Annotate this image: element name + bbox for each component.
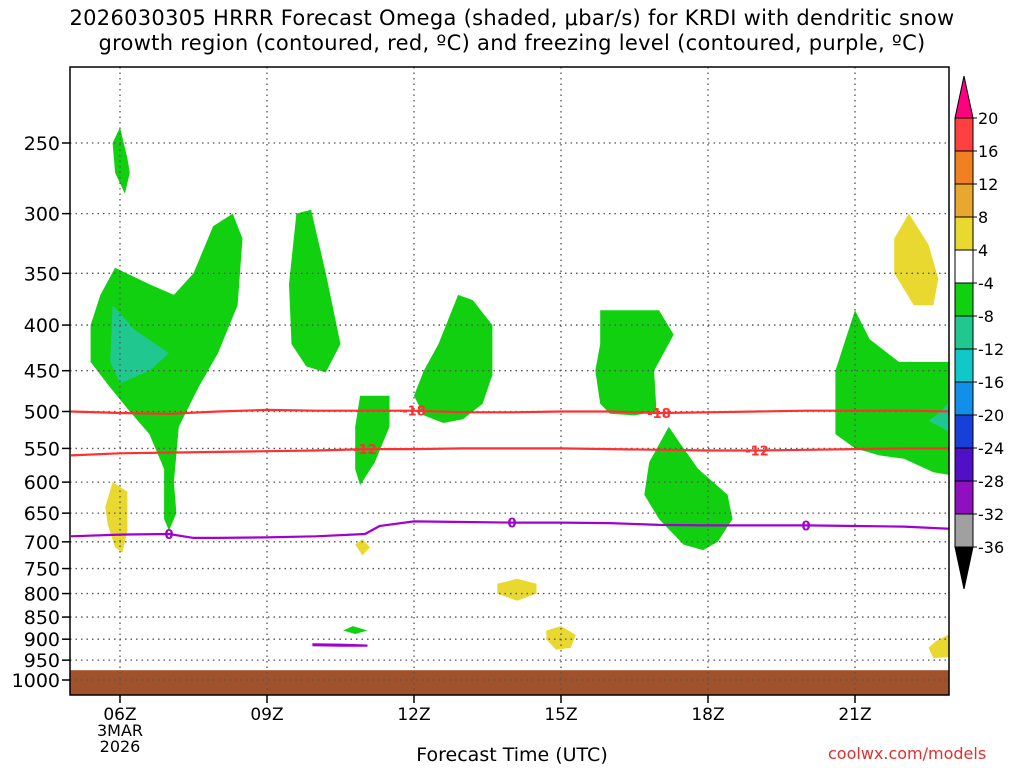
omega-region-16 xyxy=(928,634,949,659)
y-tick-label-700: 700 xyxy=(24,532,60,554)
colorbar-box-3 xyxy=(954,216,974,251)
omega-region-4 xyxy=(355,395,390,486)
contour-label-2-2: 0 xyxy=(801,519,810,534)
omega-region-6 xyxy=(595,310,674,416)
chart-title-line2: growth region (contoured, red, ºC) and f… xyxy=(98,31,926,55)
colorbar-box-6 xyxy=(954,315,974,350)
colorbar-box-1 xyxy=(954,150,974,185)
contour-line--18 xyxy=(70,408,949,415)
y-tick-label-750: 750 xyxy=(24,559,60,581)
omega-region-10 xyxy=(343,626,368,634)
y-tick-label-550: 550 xyxy=(24,438,60,460)
y-tick-label-250: 250 xyxy=(24,133,60,155)
colorbar-label-1: 16 xyxy=(978,142,998,161)
x-axis-label: Forecast Time (UTC) xyxy=(416,744,608,766)
colorbar-box-10 xyxy=(954,447,974,482)
omega-region-13 xyxy=(497,578,537,601)
y-tick-label-350: 350 xyxy=(24,263,60,285)
colorbar-label-7: -12 xyxy=(978,340,1004,359)
x-tick-label-06Z: 06Z xyxy=(103,705,136,725)
y-tick-label-600: 600 xyxy=(24,472,60,494)
colorbar: 20 16 12 8 4 -4 -8 -12 -16 -20 -24 -28 -32 -36 xyxy=(954,75,1004,590)
contour-label-0-1: -18 xyxy=(647,407,671,422)
grid-lines xyxy=(70,67,949,695)
colorbar-label-6: -8 xyxy=(978,307,994,326)
omega-region-7 xyxy=(644,426,733,551)
x-tick-label-12Z: 12Z xyxy=(397,705,430,725)
omega-region-8 xyxy=(835,310,949,475)
y-tick-label-800: 800 xyxy=(24,584,60,606)
omega-region-14 xyxy=(546,626,576,650)
colorbar-box-0 xyxy=(954,117,974,152)
y-axis: 2503003504004505005506006507007508008509… xyxy=(12,133,70,692)
colorbar-top-arrow xyxy=(954,75,974,119)
x-tick-sublabel-0: 3MAR xyxy=(97,721,143,740)
chart-title: 2026030305 HRRR Forecast Omega (shaded, … xyxy=(0,6,1024,56)
colorbar-box-4 xyxy=(954,249,974,284)
colorbar-box-12 xyxy=(954,513,974,548)
freezing-loop xyxy=(312,643,368,647)
contour-label-2-1: 0 xyxy=(507,517,516,532)
omega-region-3 xyxy=(289,209,341,373)
colorbar-label-12: -32 xyxy=(978,505,1004,524)
chart-title-line1: 2026030305 HRRR Forecast Omega (shaded, … xyxy=(69,6,955,30)
omega-region-9 xyxy=(928,401,949,432)
omega-shading xyxy=(90,127,949,659)
x-tick-label-18Z: 18Z xyxy=(691,705,724,725)
contour-label-0-0: -18 xyxy=(402,405,426,420)
colorbar-bottom-arrow xyxy=(954,546,974,590)
x-tick-sublabel-1: 2026 xyxy=(100,737,141,756)
y-tick-label-900: 900 xyxy=(24,629,60,651)
colorbar-label-10: -24 xyxy=(978,439,1004,458)
colorbar-label-13: -36 xyxy=(978,538,1004,557)
y-tick-label-950: 950 xyxy=(24,650,60,672)
colorbar-box-8 xyxy=(954,381,974,416)
contour-label-2-0: 0 xyxy=(164,528,173,543)
contour-line--12 xyxy=(70,447,949,457)
omega-region-5 xyxy=(414,294,493,423)
colorbar-label-9: -20 xyxy=(978,406,1004,425)
plot-frame xyxy=(69,66,950,696)
x-tick-label-15Z: 15Z xyxy=(544,705,577,725)
omega-region-0 xyxy=(112,127,130,194)
colorbar-box-7 xyxy=(954,348,974,383)
y-tick-label-450: 450 xyxy=(24,361,60,383)
y-tick-label-500: 500 xyxy=(24,402,60,424)
contour-lines xyxy=(70,408,949,647)
colorbar-box-5 xyxy=(954,282,974,317)
contour-label-1-0: -12 xyxy=(353,443,377,458)
colorbar-box-9 xyxy=(954,414,974,449)
y-tick-label-300: 300 xyxy=(24,204,60,226)
credit-text: coolwx.com/models xyxy=(828,744,987,763)
contour-labels: -18 -18 -12 -12 0 0 0 xyxy=(164,405,810,543)
y-tick-label-650: 650 xyxy=(24,503,60,525)
omega-region-2 xyxy=(110,305,169,384)
x-tick-label-09Z: 09Z xyxy=(250,705,283,725)
colorbar-label-4: 4 xyxy=(978,241,988,260)
contour-line-0 xyxy=(70,520,949,540)
colorbar-box-11 xyxy=(954,480,974,515)
colorbar-label-3: 8 xyxy=(978,208,988,227)
colorbar-label-11: -28 xyxy=(978,472,1004,491)
contour-label-1-1: -12 xyxy=(745,445,769,460)
colorbar-label-8: -16 xyxy=(978,373,1004,392)
colorbar-label-5: -4 xyxy=(978,274,994,293)
colorbar-label-2: 12 xyxy=(978,175,998,194)
y-tick-label-400: 400 xyxy=(24,315,60,337)
colorbar-label-0: 20 xyxy=(978,109,998,128)
omega-region-15 xyxy=(894,213,939,306)
y-tick-label-1000: 1000 xyxy=(12,670,60,692)
ground-fill xyxy=(70,670,949,695)
omega-region-1 xyxy=(90,213,243,531)
x-tick-label-21Z: 21Z xyxy=(838,705,871,725)
y-tick-label-850: 850 xyxy=(24,607,60,629)
colorbar-box-2 xyxy=(954,183,974,218)
ground-layer xyxy=(70,670,949,695)
omega-region-12 xyxy=(355,539,370,556)
